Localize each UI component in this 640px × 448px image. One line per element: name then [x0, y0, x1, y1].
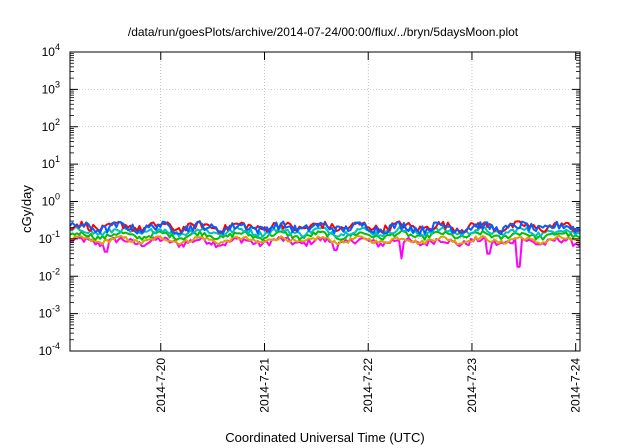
x-tick-label: 2014-7-24 [569, 358, 583, 413]
series-line [69, 234, 581, 246]
y-tick-label: 10-1 [39, 229, 60, 246]
x-tick-label: 2014-7-20 [154, 358, 168, 413]
grid [70, 52, 580, 351]
series-group [69, 220, 581, 268]
y-tick-label: 10-3 [39, 304, 60, 321]
y-axis: 10-4 10-3 10-2 10-1 100 101 102 103 104 [39, 42, 580, 358]
y-axis-label: cGy/day [19, 185, 34, 233]
x-tick-label: 2014-7-23 [465, 358, 479, 413]
series-line [69, 220, 581, 236]
y-tick-label: 100 [42, 192, 60, 209]
y-tick-label: 102 [42, 117, 60, 134]
y-tick-label: 10-2 [39, 266, 60, 283]
y-tick-label: 10-4 [39, 341, 60, 358]
y-tick-label: 103 [42, 79, 60, 96]
x-tick-label: 2014-7-21 [257, 358, 271, 413]
y-tick-label: 101 [42, 154, 60, 171]
y-tick-label: 104 [42, 42, 60, 59]
x-axis-label: Coordinated Universal Time (UTC) [225, 430, 424, 445]
x-tick-label: 2014-7-22 [361, 358, 375, 413]
x-axis: 2014-7-20 2014-7-21 2014-7-22 2014-7-23 2014… [154, 52, 583, 413]
chart-title: /data/run/goesPlots/archive/2014-07-24/0… [128, 25, 519, 39]
